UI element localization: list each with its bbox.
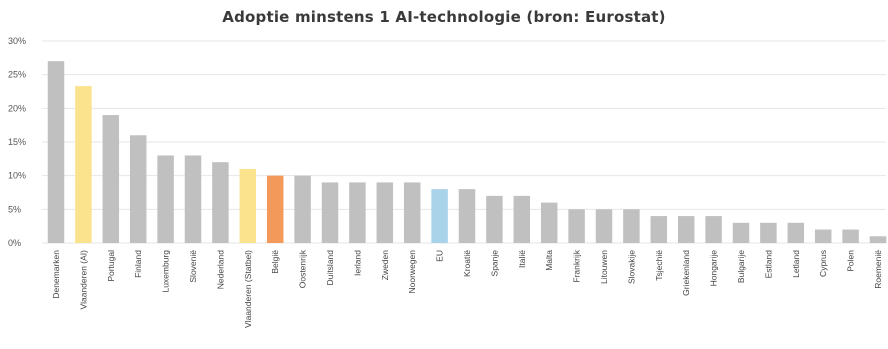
y-tick-label: 30%: [8, 36, 26, 46]
x-tick-label: Kroatië: [462, 250, 472, 277]
x-tick-label: Duitsland: [325, 250, 335, 286]
x-tick-label: Ierland: [352, 250, 362, 276]
x-tick-label: Cyprus: [818, 250, 828, 277]
bar: [376, 182, 394, 243]
x-tick-label: Oostenrijk: [298, 249, 308, 288]
y-tick-label: 0%: [8, 238, 21, 248]
x-tick-label: Spanje: [489, 250, 499, 277]
y-tick-label: 25%: [8, 70, 26, 80]
bar: [239, 168, 257, 243]
x-tick-label: Vlaanderen (Statbel): [243, 250, 253, 328]
x-tick-label: Griekenland: [681, 250, 691, 296]
bar: [486, 195, 503, 243]
bar: [814, 229, 832, 243]
bar: [212, 162, 229, 243]
x-tick-label: België: [270, 250, 280, 274]
x-tick-label: Luxemburg: [161, 250, 171, 293]
bar: [842, 229, 859, 243]
x-tick-label: Hongarije: [709, 250, 719, 287]
bar: [102, 115, 120, 243]
bar: [321, 182, 339, 243]
bar: [184, 155, 202, 243]
x-tick-label: Nederland: [215, 250, 225, 289]
bar: [349, 182, 366, 243]
x-tick-label: Polen: [846, 250, 856, 272]
x-tick-label: Litouwen: [599, 250, 609, 284]
x-tick-label: Letland: [791, 250, 801, 278]
bar: [787, 222, 805, 243]
y-tick-label: 10%: [8, 171, 26, 181]
x-tick-label: Vlaanderen (AI): [78, 250, 88, 310]
bar: [623, 209, 640, 243]
x-tick-label: Estland: [763, 250, 773, 279]
x-tick-label: Roemenië: [873, 250, 883, 289]
bar: [431, 189, 448, 243]
x-tick-label: Tsjechië: [654, 250, 664, 281]
x-tick-label: Zweden: [380, 250, 390, 281]
bar: [458, 189, 476, 243]
chart-title: Adoptie minstens 1 AI-technologie (bron:…: [222, 8, 666, 26]
x-tick-label: Denemarken: [51, 250, 61, 299]
bar: [157, 155, 174, 243]
x-tick-label: Frankrijk: [572, 249, 582, 282]
bar: [677, 216, 695, 243]
bar: [403, 182, 421, 243]
y-tick-label: 5%: [8, 204, 21, 214]
y-tick-label: 20%: [8, 103, 26, 113]
bar: [294, 175, 311, 243]
bar: [47, 61, 65, 244]
bar: [129, 135, 147, 243]
bar: [595, 209, 613, 243]
x-tick-label: Portugal: [106, 250, 116, 282]
bar: [732, 222, 750, 243]
bar: [650, 216, 668, 243]
x-tick-label: Slovenië: [188, 250, 198, 283]
bar: [266, 175, 284, 243]
x-tick-label: Finland: [133, 250, 143, 278]
bar: [75, 86, 92, 243]
bar: [540, 202, 558, 243]
bar: [760, 222, 777, 243]
x-tick-label: Noorwegen: [407, 250, 417, 294]
bar: [705, 216, 722, 243]
x-tick-label: Malta: [544, 250, 554, 271]
bar: [513, 195, 531, 243]
x-tick-label: Bulgarije: [736, 250, 746, 283]
x-tick-label: Italië: [517, 250, 527, 268]
x-tick-label: EU: [435, 250, 445, 262]
x-tick-label: Slovakije: [626, 250, 636, 284]
bar: [568, 209, 585, 243]
y-tick-label: 15%: [8, 137, 26, 147]
bar: [869, 236, 887, 243]
